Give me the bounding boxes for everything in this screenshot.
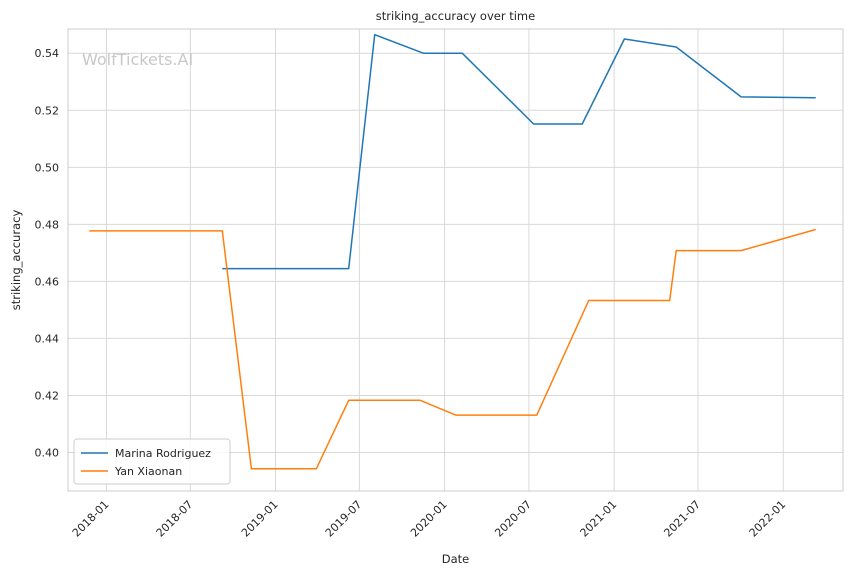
legend-label: Marina Rodriguez [115,447,211,460]
x-tick-label: 2020-07 [492,498,534,540]
legend-box [73,438,231,485]
plot-frame [67,28,844,492]
y-axis-ticks: 0.40 0.42 0.44 0.46 0.48 0.50 0.52 0.54 [35,47,60,459]
series-line-0 [222,33,816,270]
x-tick-label: 2019-01 [239,498,281,540]
y-tick-label: 0.46 [35,275,60,288]
y-tick-label: 0.52 [35,104,60,117]
y-tick-label: 0.40 [35,447,60,460]
series-lines [89,33,816,470]
y-tick-label: 0.42 [35,389,60,402]
x-tick-label: 2022-01 [747,498,789,540]
chart-title: striking_accuracy over time [376,9,535,23]
x-tick-label: 2021-01 [578,498,620,540]
x-tick-label: 2020-01 [408,498,450,540]
series-line-1 [89,228,816,470]
y-tick-label: 0.50 [35,161,60,174]
x-axis-ticks: 2018-01 2018-07 2019-01 2019-07 2020-01 2020-… [70,498,788,540]
y-axis-label: striking_accuracy [9,210,23,311]
x-tick-label: 2018-07 [154,498,196,540]
y-tick-label: 0.48 [35,218,60,231]
x-tick-label: 2021-07 [661,498,703,540]
y-tick-label: 0.44 [35,332,60,345]
x-tick-label: 2018-01 [70,498,112,540]
y-tick-label: 0.54 [35,47,60,60]
legend-label: Yan Xiaonan [114,465,182,478]
watermark: WolfTickets.AI [82,50,193,69]
x-axis-label: Date [442,552,470,566]
legend: Marina Rodriguez Yan Xiaonan [73,438,231,485]
grid-lines [68,29,843,491]
x-tick-label: 2019-07 [323,498,365,540]
